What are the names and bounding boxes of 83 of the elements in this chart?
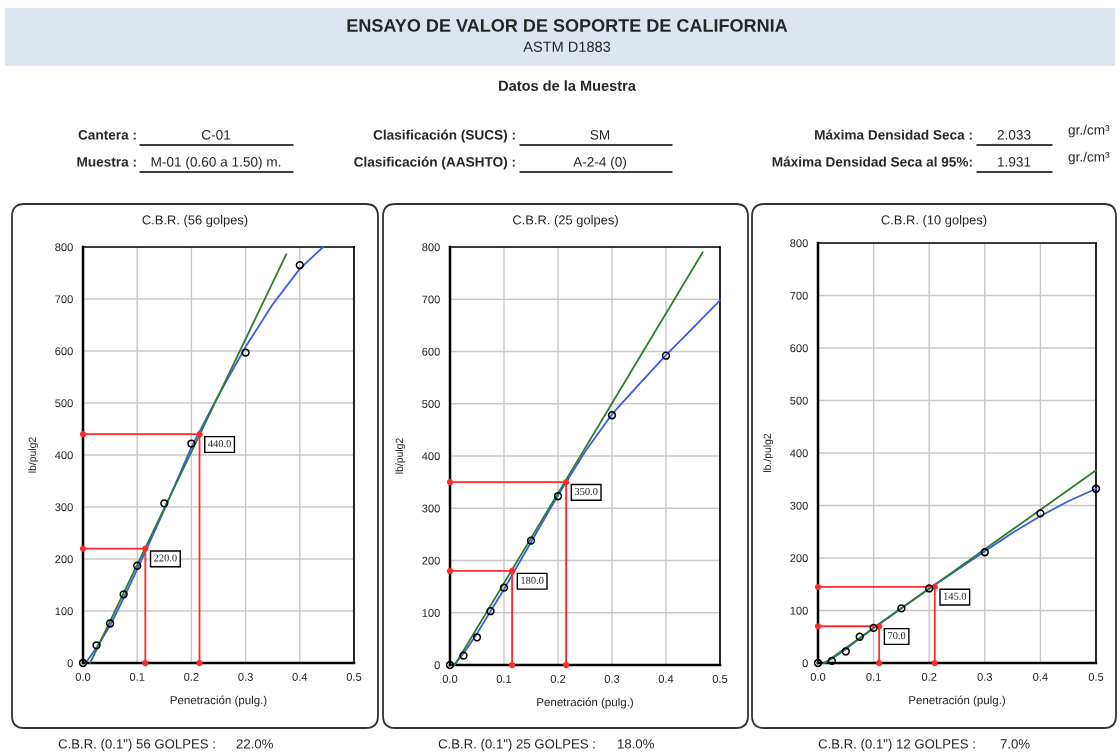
y-tick-label: 800 [422, 243, 440, 252]
text: ASTM D1883 [523, 41, 611, 52]
chart-title: C.B.R. (10 golpes) [881, 214, 987, 228]
y-axis-title: lb./pulg2 [763, 433, 774, 472]
text: Clasificación (SUCS) : [373, 129, 515, 143]
text: Clasificación (AASHTO) : [354, 156, 515, 170]
y-tick-label: 700 [422, 295, 440, 304]
x-tick-label: 0.1 [496, 675, 512, 683]
y-tick-label: 500 [55, 399, 73, 408]
annotation: 180.0 [521, 576, 544, 584]
y-tick-label: 0 [802, 659, 808, 668]
text: SM [590, 130, 610, 140]
x-tick-label: 0.4 [292, 673, 308, 681]
text: A-2-4 (0) [573, 156, 627, 170]
text: ENSAYO DE VALOR DE SOPORTE DE CALIFORNIA [347, 19, 788, 32]
text: Cantera : [78, 130, 136, 140]
x-tick-label: 0.5 [712, 675, 728, 683]
text: M-01 (0.60 a 1.50) m. [151, 156, 281, 170]
annotation: 70.0 [888, 632, 906, 640]
y-axis-title: lb/pulg2 [28, 437, 39, 473]
x-axis-title: Penetración (pulg.) [170, 695, 267, 707]
text: Máxima Densidad Seca al 95%: [772, 156, 972, 167]
y-tick-label: 800 [55, 243, 73, 252]
y-tick-label: 400 [55, 451, 73, 460]
y-tick-label: 600 [55, 347, 73, 356]
y-tick-label: 0 [67, 659, 73, 668]
text: 7.0% [1000, 739, 1030, 749]
x-tick-label: 0.4 [658, 675, 674, 683]
x-axis-title: Penetración (pulg.) [537, 697, 633, 709]
annotation: 220.0 [154, 554, 177, 562]
x-tick-label: 0.5 [346, 673, 362, 681]
y-tick-label: 200 [55, 555, 73, 564]
x-tick-label: 0.0 [810, 673, 826, 681]
y-tick-label: 700 [55, 295, 73, 304]
x-tick-label: 0.1 [866, 673, 881, 681]
annotation: 145.0 [944, 592, 967, 600]
text: C.B.R. (0.1") 12 GOLPES : [818, 738, 975, 752]
text: C.B.R. (0.1") 25 GOLPES : [438, 738, 595, 752]
x-axis-title: Penetración (pulg.) [909, 695, 1005, 707]
text: 1.931 [998, 157, 1031, 167]
y-tick-label: 0 [434, 661, 440, 670]
x-tick-label: 0.2 [550, 675, 566, 683]
x-tick-label: 0.2 [184, 673, 199, 681]
text: C.B.R. (0.1") 56 GOLPES : [58, 738, 215, 752]
y-tick-label: 500 [790, 396, 808, 405]
y-tick-label: 100 [790, 606, 808, 615]
text: 22.0% [236, 739, 273, 749]
text: 2.033 [997, 130, 1031, 140]
y-tick-label: 600 [790, 344, 808, 353]
x-tick-label: 0.0 [442, 675, 458, 683]
text: gr./cm³ [1068, 124, 1110, 138]
y-tick-label: 800 [790, 239, 808, 248]
y-tick-label: 400 [790, 449, 808, 458]
y-tick-label: 200 [790, 554, 808, 563]
text: Muestra : [77, 157, 136, 167]
x-tick-label: 0.3 [238, 673, 253, 681]
y-tick-label: 300 [55, 503, 73, 512]
y-tick-label: 600 [422, 347, 440, 356]
y-tick-label: 100 [422, 609, 440, 617]
x-tick-label: 0.3 [977, 673, 993, 681]
text: 18.0% [618, 739, 654, 749]
text: Máxima Densidad Seca : [815, 129, 972, 140]
chart-title: C.B.R. (56 golpes) [142, 214, 248, 228]
y-tick-label: 300 [790, 501, 808, 510]
text: Datos de la Muestra [499, 80, 636, 91]
y-axis-title: lb/pulg2 [395, 438, 406, 474]
annotation: 350.0 [574, 487, 598, 496]
y-tick-label: 100 [55, 607, 73, 616]
x-tick-label: 0.0 [75, 673, 91, 681]
x-tick-label: 0.5 [1088, 673, 1104, 681]
text: C-01 [201, 130, 231, 140]
x-tick-label: 0.3 [604, 675, 620, 683]
x-tick-label: 0.2 [921, 673, 937, 681]
y-tick-label: 300 [422, 504, 440, 513]
y-tick-label: 400 [422, 452, 440, 461]
y-tick-label: 500 [422, 400, 440, 408]
annotation: 440.0 [208, 440, 231, 448]
chart-title: C.B.R. (25 golpes) [513, 214, 618, 228]
x-tick-label: 0.1 [129, 673, 145, 681]
x-tick-label: 0.4 [1033, 673, 1048, 681]
text: gr./cm³ [1068, 151, 1110, 165]
y-tick-label: 200 [422, 556, 440, 565]
y-tick-label: 700 [790, 291, 808, 300]
